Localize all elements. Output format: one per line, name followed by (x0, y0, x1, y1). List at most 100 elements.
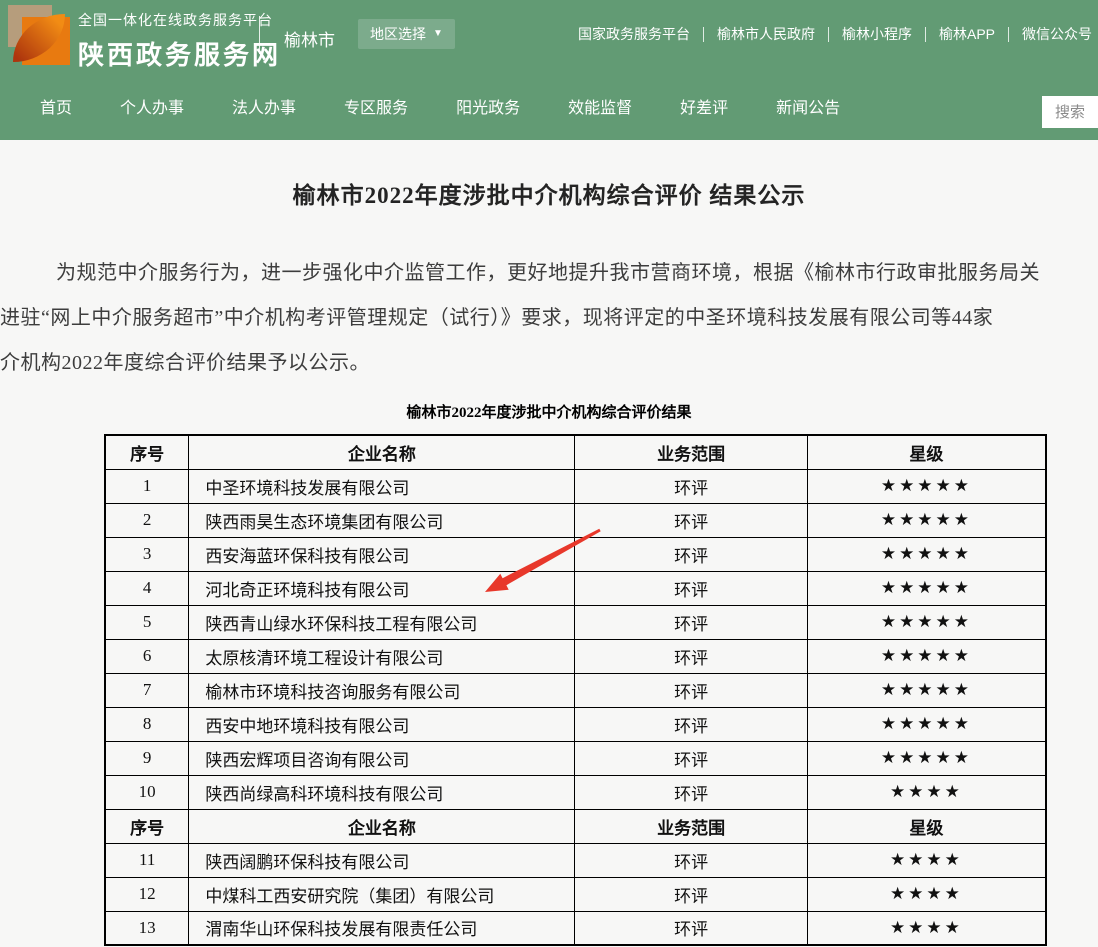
cell-star-rating: ★★★★★ (806, 468, 1047, 504)
link-separator (828, 26, 829, 42)
table-row: 2 陕西雨昊生态环境集团有限公司 环评 ★★★★★ (104, 502, 1047, 538)
cell-index: 6 (104, 638, 190, 674)
nav-item[interactable]: 效能监督 (568, 100, 633, 117)
cell-business-scope: 环评 (574, 638, 808, 674)
cell-business-scope: 环评 (574, 910, 808, 946)
evaluation-table-body: 序号 企业名称 业务范围 星级 1 中圣环境科技发展有限公司 环评 ★★★★★ 2 陕西雨昊生态环… (104, 434, 1047, 946)
table-row: 4 河北奇正环境科技有限公司 环评 ★★★★★ (104, 570, 1047, 606)
link-separator (703, 26, 704, 42)
table-row: 11 陕西阔鹏环保科技有限公司 环评 ★★★★ (104, 842, 1047, 878)
cell-business-scope: 环评 (574, 740, 808, 776)
table-row: 8 西安中地环境科技有限公司 环评 ★★★★★ (104, 706, 1047, 742)
table-row: 10 陕西尚绿高科环境科技有限公司 环评 ★★★★ (104, 774, 1047, 810)
cell-star-rating: ★★★★ (806, 910, 1047, 946)
cell-company-name: 太原核清环境工程设计有限公司 (188, 638, 576, 674)
cell-star-rating: ★★★★★ (806, 502, 1047, 538)
cell-business-scope: 环评 (574, 774, 808, 810)
cell-business-scope: 环评 (574, 604, 808, 640)
cell-index: 9 (104, 740, 190, 776)
table-row: 9 陕西宏辉项目咨询有限公司 环评 ★★★★★ (104, 740, 1047, 776)
cell-index: 5 (104, 604, 190, 640)
announcement-paragraph: 为规范中介服务行为，进一步强化中介监管工作，更好地提升我市营商环境，根据《榆林市… (0, 251, 1098, 386)
header-link[interactable]: 微信公众号 (1022, 26, 1093, 42)
cell-company-name: 中圣环境科技发展有限公司 (188, 468, 576, 504)
cell-company-name: 渭南华山环保科技发展有限责任公司 (188, 910, 576, 946)
column-header: 业务范围 (574, 808, 808, 844)
column-header: 序号 (104, 434, 190, 470)
nav-item[interactable]: 好差评 (680, 100, 729, 117)
cell-index: 2 (104, 502, 190, 538)
cell-index: 1 (104, 468, 190, 504)
header-link[interactable]: 榆林小程序 (842, 26, 912, 42)
cell-business-scope: 环评 (574, 502, 808, 538)
paragraph-line: 进驻“网上中介服务超市”中介机构考评管理规定（试行）》要求，现将评定的中圣环境科… (0, 307, 994, 329)
cell-business-scope: 环评 (574, 672, 808, 708)
header-link[interactable]: 榆林市人民政府 (717, 26, 815, 42)
nav-item[interactable]: 首页 (40, 100, 73, 117)
table-row: 5 陕西青山绿水环保科技工程有限公司 环评 ★★★★★ (104, 604, 1047, 640)
cell-index: 7 (104, 672, 190, 708)
table-row: 6 太原核清环境工程设计有限公司 环评 ★★★★★ (104, 638, 1047, 674)
link-separator (1008, 26, 1010, 42)
cell-star-rating: ★★★★★ (806, 604, 1047, 640)
brand-text: 全国一体化在线政务服务平台 陕西政务服务网 (78, 10, 281, 72)
site-name: 陕西政务服务网 (78, 40, 282, 70)
header-link[interactable]: 榆林APP (939, 26, 996, 42)
cell-index: 8 (104, 706, 190, 742)
header-link[interactable]: 国家政务服务平台 (578, 26, 690, 42)
site-logo[interactable] (8, 5, 72, 69)
column-header: 星级 (806, 434, 1047, 470)
cell-company-name: 陕西雨昊生态环境集团有限公司 (188, 502, 576, 538)
table-header-row: 序号 企业名称 业务范围 星级 (104, 434, 1047, 470)
nav-list: 首页 个人办事 法人办事 专区服务 阳光政务 效能监督 好差评 新闻公告 (0, 78, 1098, 140)
current-city-label: 榆林市 (284, 31, 335, 50)
cell-company-name: 西安中地环境科技有限公司 (188, 706, 576, 742)
caret-down-icon: ▼ (433, 28, 443, 39)
evaluation-table: 序号 企业名称 业务范围 星级 1 中圣环境科技发展有限公司 环评 ★★★★★ 2 陕西雨昊生态环… (104, 434, 1047, 946)
header-quick-links: 国家政务服务平台榆林市人民政府榆林小程序榆林APP微信公众号注册 (578, 24, 1098, 44)
announcement-content: 榆林市2022年度涉批中介机构综合评价 结果公示 为规范中介服务行为，进一步强化… (0, 176, 1098, 946)
search-input[interactable] (1042, 96, 1098, 128)
cell-business-scope: 环评 (574, 468, 808, 504)
site-header: 全国一体化在线政务服务平台 陕西政务服务网 榆林市 地区选择 ▼ 国家政务服务平… (0, 0, 1098, 140)
cell-company-name: 西安海蓝环保科技有限公司 (188, 536, 576, 572)
nav-item[interactable]: 法人办事 (232, 100, 297, 117)
cell-index: 4 (104, 570, 190, 606)
cell-company-name: 陕西青山绿水环保科技工程有限公司 (188, 604, 576, 640)
cell-index: 11 (104, 842, 190, 878)
nav-item[interactable]: 新闻公告 (776, 100, 841, 117)
region-selector-label: 地区选择 (370, 26, 426, 42)
nav-item[interactable]: 阳光政务 (456, 100, 521, 117)
cell-company-name: 陕西尚绿高科环境科技有限公司 (188, 774, 576, 810)
cell-company-name: 陕西阔鹏环保科技有限公司 (188, 842, 576, 878)
platform-label: 全国一体化在线政务服务平台 (78, 12, 273, 28)
cell-company-name: 中煤科工西安研究院（集团）有限公司 (188, 876, 576, 912)
cell-business-scope: 环评 (574, 842, 808, 878)
table-caption: 榆林市2022年度涉批中介机构综合评价结果 (406, 405, 692, 421)
table-row: 12 中煤科工西安研究院（集团）有限公司 环评 ★★★★ (104, 876, 1047, 912)
region-selector-button[interactable]: 地区选择 ▼ (358, 19, 455, 49)
column-header: 业务范围 (574, 434, 808, 470)
page-title: 榆林市2022年度涉批中介机构综合评价 结果公示 (292, 183, 806, 208)
cell-index: 3 (104, 536, 190, 572)
nav-item[interactable]: 专区服务 (344, 100, 409, 117)
cell-index: 13 (104, 910, 190, 946)
cell-star-rating: ★★★★★ (806, 706, 1047, 742)
cell-star-rating: ★★★★★ (806, 536, 1047, 572)
nav-item[interactable]: 个人办事 (120, 100, 185, 117)
cell-index: 10 (104, 774, 190, 810)
cell-star-rating: ★★★★ (806, 774, 1047, 810)
cell-business-scope: 环评 (574, 876, 808, 912)
cell-star-rating: ★★★★ (806, 876, 1047, 912)
cell-index: 12 (104, 876, 190, 912)
paragraph-line: 为规范中介服务行为，进一步强化中介监管工作，更好地提升我市营商环境，根据《榆林市… (56, 262, 1040, 284)
cell-business-scope: 环评 (574, 706, 808, 742)
table-row: 3 西安海蓝环保科技有限公司 环评 ★★★★★ (104, 536, 1047, 572)
cell-star-rating: ★★★★★ (806, 570, 1047, 606)
cell-star-rating: ★★★★ (806, 842, 1047, 878)
table-row: 1 中圣环境科技发展有限公司 环评 ★★★★★ (104, 468, 1047, 504)
column-header: 星级 (806, 808, 1047, 844)
cell-business-scope: 环评 (574, 570, 808, 606)
main-nav: 首页 个人办事 法人办事 专区服务 阳光政务 效能监督 好差评 新闻公告 (0, 78, 1098, 140)
link-separator (925, 26, 926, 42)
